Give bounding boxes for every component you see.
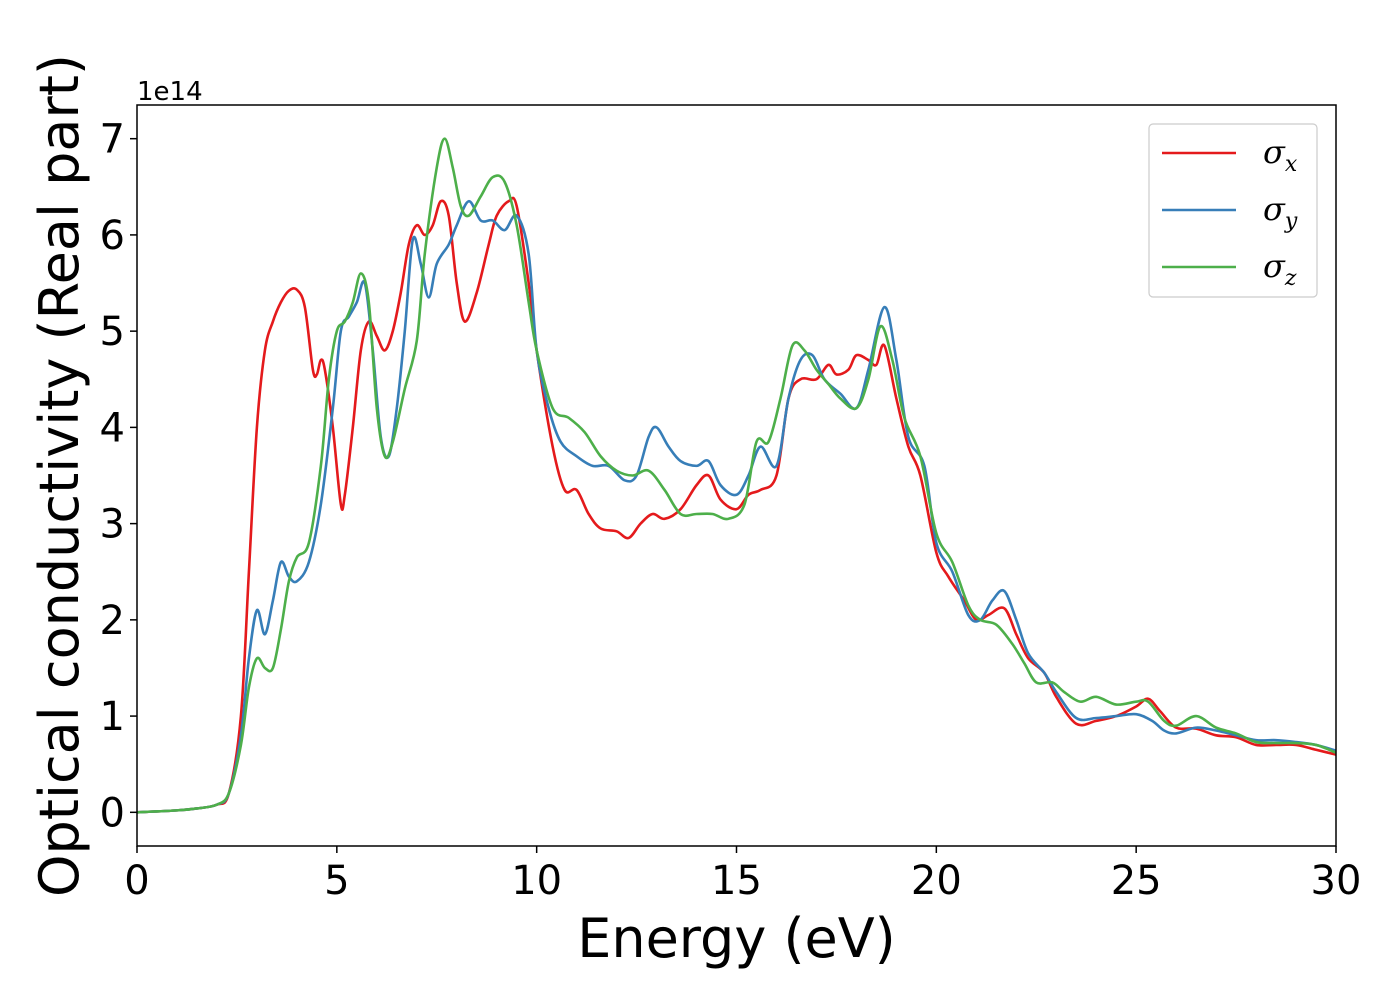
y-axis: 0 1 2 3 4 5 6 7 — [100, 117, 137, 836]
x-tick-label: 15 — [711, 858, 762, 904]
y-tick-label: 3 — [100, 502, 125, 548]
series-line-sigma-x — [137, 196, 1336, 814]
x-tick-label: 20 — [911, 858, 962, 904]
y-axis-title: Optical conductivity (Real part) — [28, 54, 91, 897]
x-axis: 0 5 10 15 20 25 30 — [124, 846, 1361, 904]
x-axis-title: Energy (eV) — [577, 907, 896, 970]
legend-label-sigma-y: σy — [1263, 190, 1298, 234]
y-tick-label: 0 — [100, 790, 125, 836]
legend-label-sigma-z: σz — [1263, 247, 1297, 291]
y-tick-label: 2 — [100, 598, 125, 644]
x-tick-label: 0 — [124, 858, 149, 904]
series-line-sigma-z — [137, 137, 1336, 814]
series-line-sigma-y — [137, 199, 1336, 814]
x-tick-label: 30 — [1311, 858, 1362, 904]
y-tick-label: 6 — [100, 213, 125, 259]
legend: σx σy σz — [1148, 123, 1318, 298]
legend-label-sigma-x: σx — [1263, 133, 1298, 177]
y-tick-label: 7 — [100, 117, 125, 163]
y-tick-label: 5 — [100, 309, 125, 355]
x-tick-label: 25 — [1111, 858, 1162, 904]
y-offset-label: 1e14 — [137, 77, 203, 107]
series-layer — [137, 137, 1336, 814]
y-tick-label: 4 — [100, 405, 125, 451]
x-tick-label: 10 — [511, 858, 562, 904]
x-tick-label: 5 — [324, 858, 349, 904]
y-tick-label: 1 — [100, 694, 125, 740]
